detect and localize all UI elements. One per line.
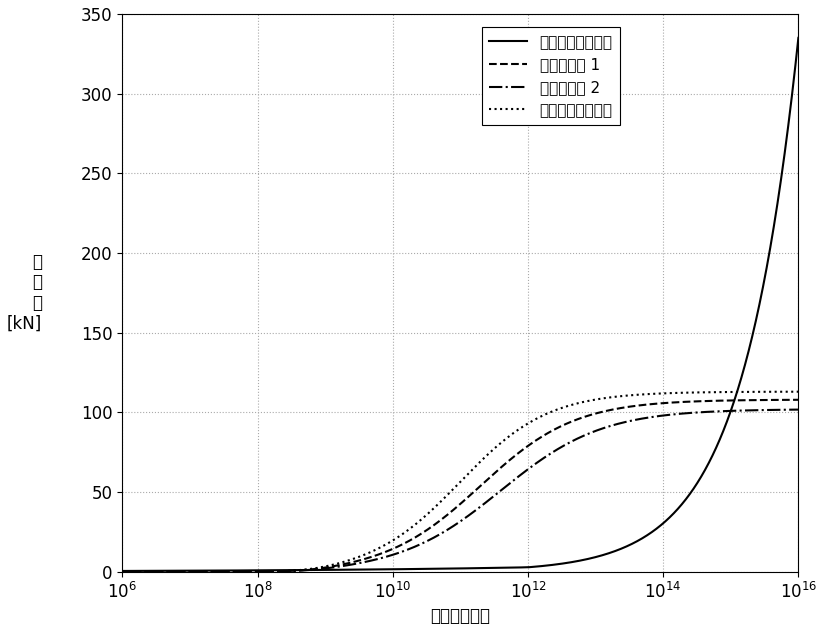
线性二次高斯控制 [235, 567, 245, 574]
确定性控制 1 [194, 568, 204, 576]
线性二次高斯控制 [406, 565, 416, 573]
确定性控制 2 [794, 406, 803, 413]
物理随机最优控制 [377, 543, 386, 550]
确定性控制 2 [780, 406, 790, 413]
确定性控制 2 [194, 568, 204, 576]
线性二次高斯控制 [118, 567, 128, 574]
确定性控制 1 [780, 396, 790, 404]
确定性控制 1 [377, 550, 386, 557]
确定性控制 2 [377, 554, 386, 562]
线性二次高斯控制 [794, 34, 803, 42]
确定性控制 2 [707, 408, 717, 415]
确定性控制 1 [707, 397, 717, 404]
线性二次高斯控制 [780, 147, 790, 154]
Line: 线性二次高斯控制: 线性二次高斯控制 [123, 38, 798, 571]
物理随机最优控制 [794, 388, 803, 396]
Legend: 线性二次高斯控制, 确定性控制 1, 确定性控制 2, 物理随机最优控制: 线性二次高斯控制, 确定性控制 1, 确定性控制 2, 物理随机最优控制 [481, 27, 620, 125]
线性二次高斯控制 [377, 566, 386, 573]
确定性控制 2 [406, 545, 416, 552]
线性二次高斯控制 [194, 567, 204, 574]
物理随机最优控制 [707, 389, 717, 396]
物理随机最优控制 [406, 524, 416, 532]
X-axis label: 权矩阵系数比: 权矩阵系数比 [430, 607, 490, 625]
物理随机最优控制 [780, 388, 790, 396]
Line: 确定性控制 2: 确定性控制 2 [123, 410, 798, 572]
Line: 物理随机最优控制: 物理随机最优控制 [123, 392, 798, 572]
线性二次高斯控制 [707, 452, 717, 459]
物理随机最优控制 [194, 568, 204, 576]
确定性控制 1 [794, 396, 803, 404]
确定性控制 2 [235, 568, 245, 576]
确定性控制 1 [406, 536, 416, 544]
物理随机最优控制 [118, 568, 128, 576]
物理随机最优控制 [235, 568, 245, 576]
确定性控制 1 [235, 568, 245, 576]
Y-axis label: 控
制
力
[kN]: 控 制 力 [kN] [7, 253, 42, 333]
确定性控制 2 [118, 568, 128, 576]
Line: 确定性控制 1: 确定性控制 1 [123, 400, 798, 572]
确定性控制 1 [118, 568, 128, 576]
